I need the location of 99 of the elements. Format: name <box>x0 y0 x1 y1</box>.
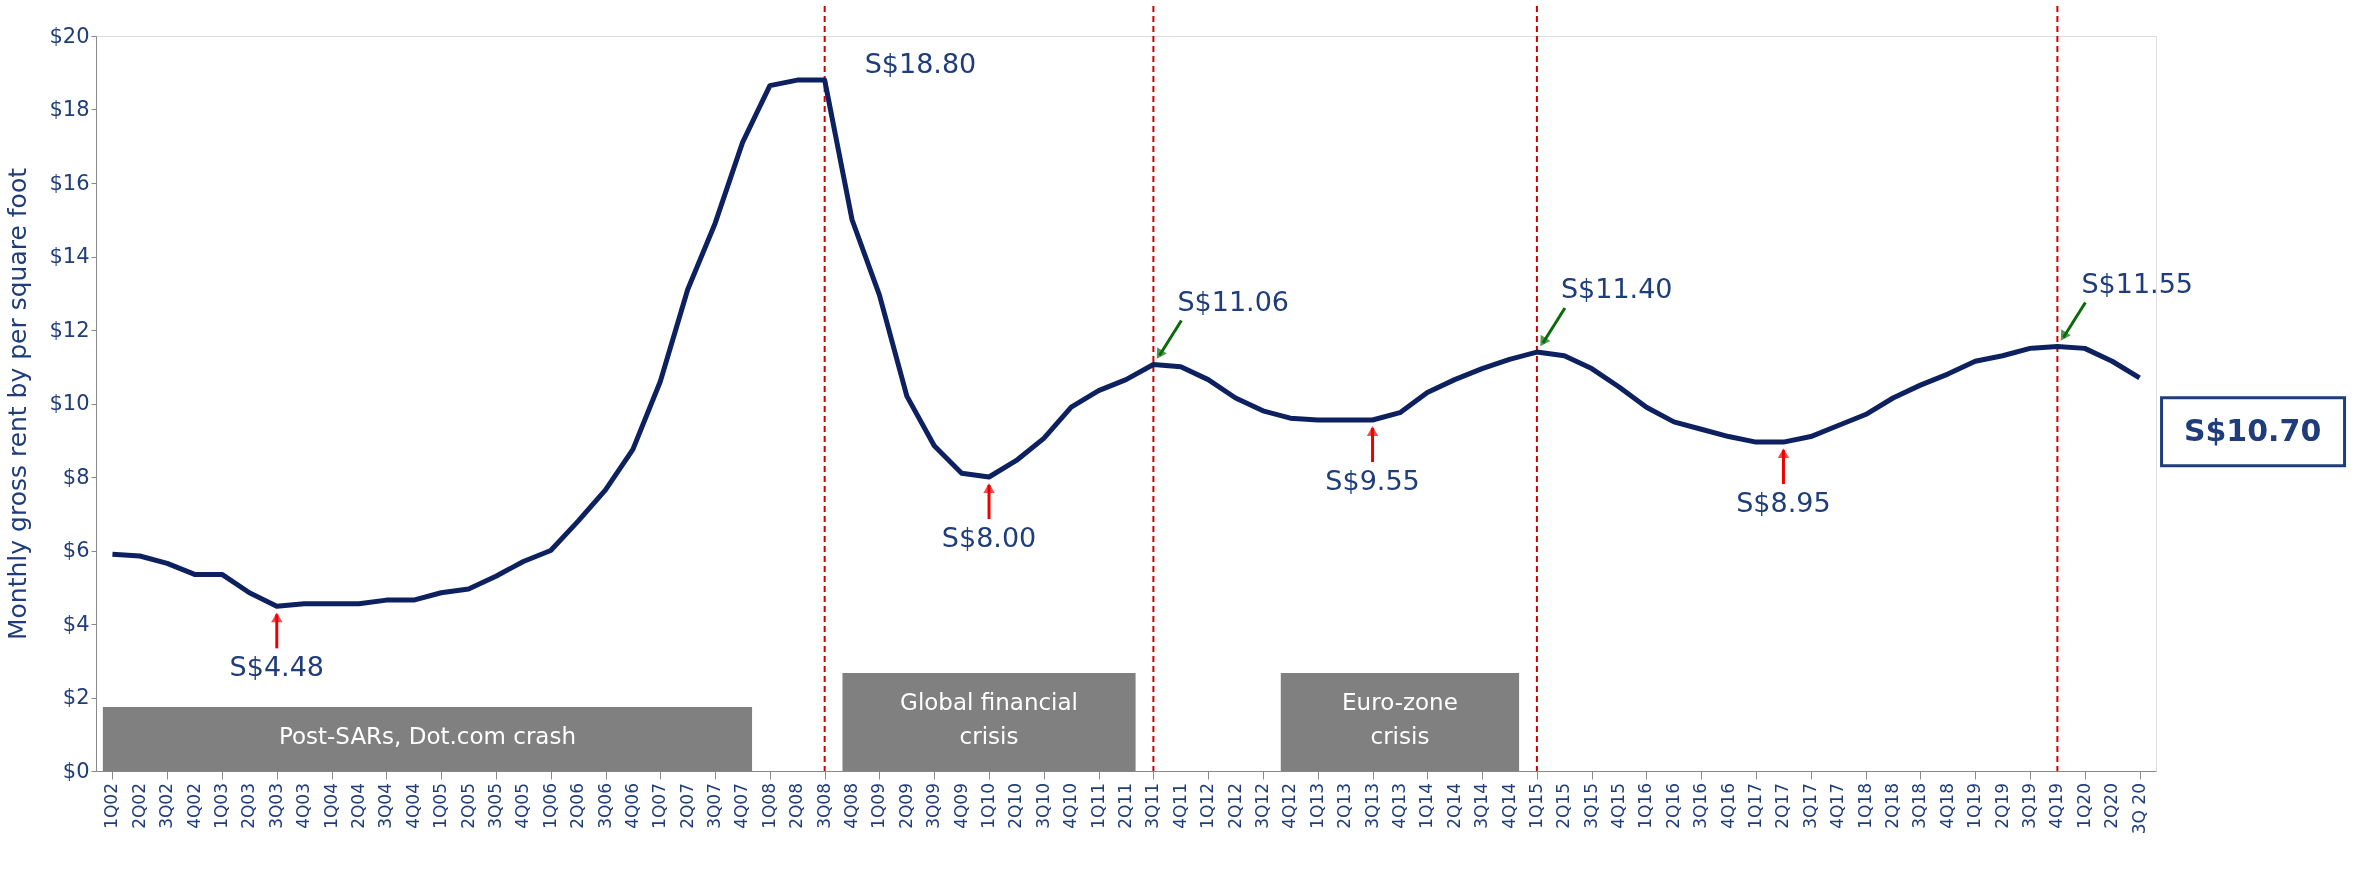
x-tick-label: 2Q19 <box>1991 783 2012 829</box>
x-tick-label: 1Q02 <box>101 783 122 829</box>
x-tick-label: 1Q19 <box>1964 783 1985 829</box>
x-tick-label: 2Q12 <box>1224 783 1245 829</box>
x-tick-label: 1Q18 <box>1854 783 1875 829</box>
x-tick-label: 2Q09 <box>895 783 916 829</box>
y-tick-label: $6 <box>62 538 90 562</box>
y-tick-label: $20 <box>49 23 90 48</box>
x-tick-label: 2Q10 <box>1005 783 1026 829</box>
x-tick-label: 1Q11 <box>1087 783 1108 829</box>
x-tick-label: 2Q15 <box>1553 783 1574 829</box>
x-tick-label: 3Q02 <box>156 783 177 829</box>
x-tick-label: 4Q03 <box>293 783 314 829</box>
x-tick-label: 2Q11 <box>1115 783 1135 829</box>
x-tick-label: 2Q18 <box>1882 783 1903 829</box>
x-tick-label: 3Q15 <box>1580 783 1601 829</box>
annotation: S$11.40 <box>1560 273 1673 305</box>
y-tick-label: $18 <box>49 97 90 121</box>
x-tick-label: 3Q11 <box>1142 783 1163 829</box>
x-tick-label: 3Q06 <box>594 783 615 829</box>
x-tick-label: 4Q08 <box>841 783 862 829</box>
x-tick-label: 1Q04 <box>320 783 341 829</box>
x-tick-label: 2Q20 <box>2101 783 2122 829</box>
x-tick-label: 1Q14 <box>1416 783 1437 829</box>
x-tick-label: 4Q10 <box>1060 783 1081 829</box>
x-tick-label: 2Q16 <box>1662 783 1683 829</box>
y-tick-label: $12 <box>49 317 90 342</box>
x-tick-label: 3Q09 <box>923 783 944 829</box>
x-tick-label: 4Q19 <box>2046 783 2067 829</box>
x-tick-label: 2Q13 <box>1334 783 1355 829</box>
x-tick-label: 3Q14 <box>1471 783 1492 829</box>
x-tick-label: 2Q04 <box>347 783 368 829</box>
x-tick-label: 4Q11 <box>1169 783 1190 829</box>
x-tick-label: 1Q12 <box>1197 783 1218 829</box>
annotation: S$9.55 <box>1325 465 1420 497</box>
x-tick-label: 1Q20 <box>2073 783 2094 829</box>
x-tick-label: 3Q12 <box>1251 783 1272 829</box>
x-tick-label: 1Q13 <box>1306 783 1327 829</box>
x-tick-label: 1Q10 <box>978 783 999 829</box>
x-tick-label: 3Q16 <box>1690 783 1711 829</box>
x-tick-label: 4Q13 <box>1388 783 1409 829</box>
x-tick-label: 2Q05 <box>457 783 478 829</box>
x-tick-label: 3Q17 <box>1799 783 1820 829</box>
x-tick-label: 4Q12 <box>1279 783 1300 829</box>
x-tick-label: 4Q04 <box>402 783 423 829</box>
x-tick-label: 2Q07 <box>676 783 697 829</box>
x-tick-label: 4Q15 <box>1608 783 1629 829</box>
x-tick-label: 4Q02 <box>183 783 204 829</box>
x-tick-label: 1Q17 <box>1745 783 1766 829</box>
x-tick-label: 2Q17 <box>1772 783 1793 829</box>
y-tick-label: $14 <box>49 244 90 268</box>
annotation: S$8.00 <box>941 522 1037 553</box>
x-tick-label: 3Q13 <box>1361 783 1382 829</box>
x-tick-label: 1Q07 <box>649 783 670 829</box>
x-tick-label: 1Q05 <box>430 783 451 829</box>
x-tick-label: 2Q08 <box>786 783 807 829</box>
annotation: S$11.55 <box>2081 267 2194 299</box>
x-tick-label: 2Q06 <box>567 783 588 829</box>
annotation: S$11.06 <box>1177 285 1290 317</box>
x-tick-label: 4Q16 <box>1717 783 1738 829</box>
y-tick-label: $2 <box>62 685 90 709</box>
x-tick-label: 3Q04 <box>375 783 396 829</box>
x-tick-label: 3Q18 <box>1909 783 1930 829</box>
x-tick-label: 2Q02 <box>128 783 149 829</box>
x-tick-label: 3Q03 <box>265 783 286 829</box>
annotation: S$18.80 <box>864 48 977 80</box>
y-tick-label: $4 <box>62 611 90 636</box>
x-tick-label: 2Q03 <box>238 783 259 829</box>
x-tick-label: 3Q10 <box>1032 783 1053 829</box>
x-tick-label: 2Q14 <box>1443 783 1464 829</box>
x-tick-label: 4Q09 <box>950 783 971 829</box>
band-label: Global financial crisis <box>900 689 1078 749</box>
band-label: Post-SARs, Dot.com crash <box>278 723 576 749</box>
x-tick-label: 4Q17 <box>1827 783 1848 829</box>
x-tick-label: 1Q03 <box>211 783 232 829</box>
x-tick-label: 1Q09 <box>868 783 889 829</box>
x-tick-label: 4Q18 <box>1936 783 1957 829</box>
x-tick-label: 3Q07 <box>704 783 725 829</box>
annotation: S$8.95 <box>1736 487 1831 519</box>
annotation: S$4.48 <box>229 651 325 683</box>
x-tick-label: 1Q16 <box>1635 783 1656 829</box>
x-tick-label: 4Q05 <box>512 783 533 829</box>
x-tick-label: 1Q06 <box>539 783 560 829</box>
x-tick-label: 1Q08 <box>758 783 779 829</box>
x-tick-label: 4Q07 <box>731 783 752 829</box>
x-tick-label: 4Q14 <box>1498 783 1519 829</box>
x-tick-label: 3Q08 <box>813 783 834 829</box>
x-tick-label: 3Q19 <box>2018 783 2039 829</box>
band-label: Euro-zone crisis <box>1342 689 1458 749</box>
annotation: S$10.70 <box>2183 412 2322 448</box>
x-tick-label: 3Q 20 <box>2128 783 2149 835</box>
y-tick-label: $8 <box>62 464 90 489</box>
y-tick-label: $16 <box>49 170 90 195</box>
x-tick-label: 1Q15 <box>1525 783 1546 829</box>
y-tick-label: $0 <box>62 758 90 783</box>
x-tick-label: 3Q05 <box>484 783 505 829</box>
y-axis-title: Monthly gross rent by per square foot <box>3 167 33 641</box>
x-tick-label: 4Q06 <box>621 783 642 829</box>
y-tick-label: $10 <box>49 391 90 415</box>
